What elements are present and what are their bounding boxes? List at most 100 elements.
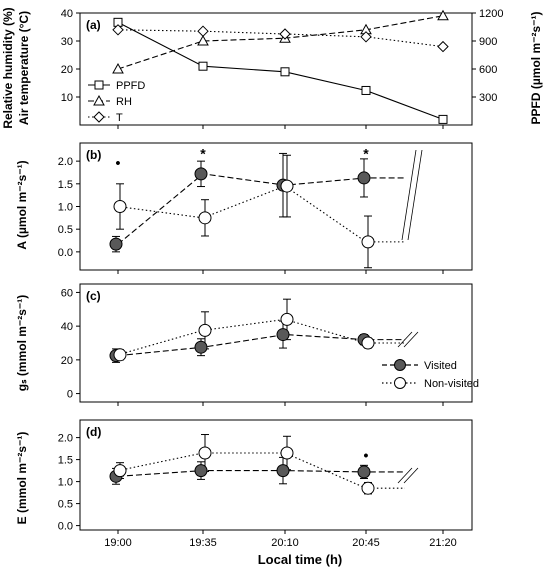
panel-b-ylabel: A (µmol m⁻²s⁻¹) [15, 160, 29, 249]
panel-a-legend-marker [93, 94, 105, 106]
panel-b-ytick-label: 0.0 [58, 247, 73, 259]
series-T-point [279, 28, 291, 40]
series-T-point [360, 31, 372, 43]
series-Visited-point [194, 167, 208, 181]
panel-a-left-ylabel-1: Relative humidity (%) [1, 7, 15, 128]
x-tick-label: 21:20 [429, 537, 457, 549]
axis-break-mark [397, 467, 413, 484]
panel-a-ytick-label: 40 [61, 8, 73, 20]
series-Visited-line [117, 334, 405, 357]
panel-c-ytick-label: 0 [67, 389, 73, 401]
panel-d: (d) 0.0 0.5 1.0 1.5 2.0 19:00 19:35 20:10 20:45 21… [58, 419, 473, 549]
series-Visited-line [117, 173, 405, 245]
panel-d-frame [79, 419, 473, 531]
series-Visited-point [194, 340, 208, 354]
panel-c-ylabel: gₛ (mmol m⁻²s⁻¹) [15, 295, 29, 391]
series-Non-visited-point [198, 323, 212, 337]
legend-nonvisited-label: Non-visited [424, 378, 479, 390]
series-PPFD-point [361, 85, 371, 95]
series-PPFD-point [438, 114, 448, 124]
panel-a-ytick-label: 10 [61, 92, 73, 104]
series-Non-visited-point [361, 481, 375, 495]
significance-marker: • [116, 155, 121, 171]
series-RH-point [112, 62, 124, 74]
series-Visited-point [276, 328, 290, 342]
x-tick-label: 20:45 [352, 537, 380, 549]
panel-a-legend-label: PPFD [116, 80, 145, 92]
panel-d-ytick-label: 2.0 [58, 433, 73, 445]
panel-b-ytick-label: 1.0 [58, 202, 73, 214]
series-Non-visited-point [113, 200, 127, 213]
series-T-point [112, 24, 124, 36]
series-Non-visited-point [198, 446, 212, 460]
panel-b-ytick-label: 0.5 [58, 224, 73, 236]
significance-marker: * [363, 145, 369, 161]
panel-d-ylabel: E (mmol m⁻²s⁻¹) [15, 432, 29, 525]
panel-c: (c) 0 20 40 60 [61, 283, 473, 406]
panel-a-right-ylabel: PPFD (µmol m⁻²s⁻¹) [529, 12, 543, 125]
panel-a-legend-label: RH [116, 96, 132, 108]
panel-b-label: (b) [86, 148, 101, 162]
series-Visited-point [357, 171, 371, 185]
series-Non-visited-point [361, 336, 375, 350]
panel-a-right-ytick-label: 300 [479, 92, 497, 104]
series-Visited-point [357, 465, 371, 479]
axis-break-mark [401, 149, 417, 241]
panel-a-label: (a) [86, 18, 101, 32]
panel-c-label: (c) [86, 289, 101, 303]
axis-break-mark [403, 467, 419, 484]
panel-d-ytick-label: 0.5 [58, 499, 73, 511]
x-tick-label: 19:00 [104, 537, 132, 549]
panel-a-ytick-label: 20 [61, 64, 73, 76]
legend-nonvisited-marker [394, 377, 406, 389]
axis-break-mark [403, 331, 419, 348]
series-Non-visited-point [280, 446, 294, 460]
series-Non-visited-point [280, 179, 294, 193]
legend-visited-marker [394, 359, 406, 371]
axis-break-mark [397, 331, 413, 348]
panel-c-frame [79, 283, 473, 403]
x-axis-title: Local time (h) [258, 552, 343, 567]
series-RH-point [197, 34, 209, 46]
panel-d-label: (d) [86, 425, 101, 439]
panel-a-right-ytick-label: 1200 [479, 8, 503, 20]
series-T-line [117, 29, 444, 48]
panel-c-ytick-label: 20 [61, 355, 73, 367]
x-tick-label: 20:10 [271, 537, 299, 549]
series-T-point [437, 40, 449, 53]
panel-a-ytick-label: 30 [61, 36, 73, 48]
panel-d-ytick-label: 1.5 [58, 455, 73, 467]
series-PPFD-point [280, 67, 290, 77]
series-Non-visited-point [113, 464, 127, 478]
axis-break-mark [407, 149, 423, 241]
panel-a-right-ytick-label: 900 [479, 36, 497, 48]
legend: Visited Non-visited [382, 359, 479, 390]
series-Non-visited-line [117, 185, 405, 243]
series-Visited-point [109, 237, 123, 251]
panel-c-ytick-label: 60 [61, 287, 73, 299]
panel-d-ytick-label: 0.0 [58, 521, 73, 533]
panel-c-ytick-label: 40 [61, 321, 73, 333]
panel-a-legend-label: T [116, 112, 123, 124]
panel-a: (a) 10 20 30 40 300 600 900 1200 PPFD RH T [61, 8, 503, 129]
series-Non-visited-line [117, 318, 405, 356]
panel-b-ytick-label: 2.0 [58, 156, 73, 168]
significance-marker: * [200, 145, 206, 161]
series-Non-visited-point [280, 312, 294, 326]
panel-b: (b) 0.0 0.5 1.0 1.5 2.0 • * * [58, 142, 473, 274]
series-PPFD-point [198, 61, 208, 71]
panel-d-ytick-label: 1.0 [58, 477, 73, 489]
legend-visited-label: Visited [424, 360, 457, 372]
panel-a-legend-marker [94, 80, 104, 90]
series-Non-visited-point [361, 235, 375, 249]
series-Non-visited-point [198, 211, 212, 225]
panel-a-left-ylabel-2: Air temperature (°C) [17, 11, 31, 125]
series-T-point [197, 25, 209, 37]
panel-a-right-ytick-label: 600 [479, 64, 497, 76]
x-tick-label: 19:35 [189, 537, 217, 549]
series-Visited-point [194, 464, 208, 478]
series-Visited-point [276, 464, 290, 478]
series-RH-point [437, 9, 449, 21]
panel-b-ytick-label: 1.5 [58, 179, 73, 191]
